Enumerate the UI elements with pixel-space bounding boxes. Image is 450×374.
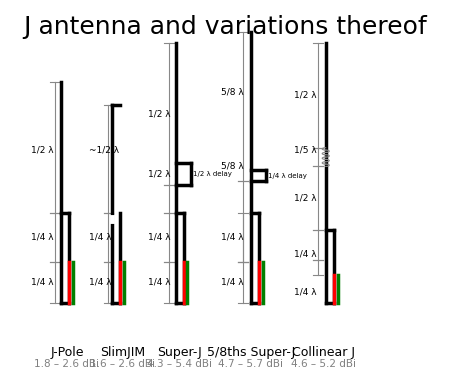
Text: 5/8 λ: 5/8 λ	[221, 162, 244, 171]
Text: 1/4 λ: 1/4 λ	[32, 233, 54, 242]
Text: 1/4 λ: 1/4 λ	[89, 233, 111, 242]
Text: 1/4 λ: 1/4 λ	[294, 287, 317, 296]
Text: Super-J: Super-J	[157, 346, 202, 359]
Text: J antenna and variations thereof: J antenna and variations thereof	[23, 15, 427, 39]
Text: 1/2 λ: 1/2 λ	[32, 145, 54, 154]
Text: SlimJIM: SlimJIM	[100, 346, 145, 359]
Text: 1/4 λ: 1/4 λ	[148, 278, 171, 287]
Text: 1/4 λ: 1/4 λ	[148, 233, 171, 242]
Text: Collinear J: Collinear J	[292, 346, 355, 359]
Text: 1/2 λ: 1/2 λ	[294, 194, 317, 203]
Text: 1/2 λ: 1/2 λ	[148, 169, 171, 178]
Text: 1.8 – 2.6 dBi: 1.8 – 2.6 dBi	[35, 359, 99, 369]
Text: 5/8 λ: 5/8 λ	[221, 87, 244, 96]
Text: 1.6 – 2.6 dBi: 1.6 – 2.6 dBi	[90, 359, 155, 369]
Text: 1/2 λ: 1/2 λ	[294, 91, 317, 100]
Text: 1/4 λ: 1/4 λ	[294, 250, 317, 259]
Text: ~1/2 λ: ~1/2 λ	[89, 145, 119, 154]
Text: J-Pole: J-Pole	[50, 346, 84, 359]
Text: 1/2 λ delay: 1/2 λ delay	[194, 171, 232, 177]
Text: 1/2 λ: 1/2 λ	[148, 110, 171, 119]
Text: 1/4 λ: 1/4 λ	[89, 278, 111, 287]
Text: 1/5 λ: 1/5 λ	[294, 145, 317, 154]
Text: 1/4 λ: 1/4 λ	[221, 233, 244, 242]
Text: 4.6 – 5.2 dBi: 4.6 – 5.2 dBi	[291, 359, 356, 369]
Text: 1/4 λ delay: 1/4 λ delay	[269, 173, 307, 179]
Text: 4.3 – 5.4 dBi: 4.3 – 5.4 dBi	[147, 359, 212, 369]
Text: 4.7 – 5.7 dBi: 4.7 – 5.7 dBi	[218, 359, 283, 369]
Text: 5/8ths Super-J: 5/8ths Super-J	[207, 346, 295, 359]
Text: 1/4 λ: 1/4 λ	[32, 278, 54, 287]
Text: 1/4 λ: 1/4 λ	[221, 278, 244, 287]
